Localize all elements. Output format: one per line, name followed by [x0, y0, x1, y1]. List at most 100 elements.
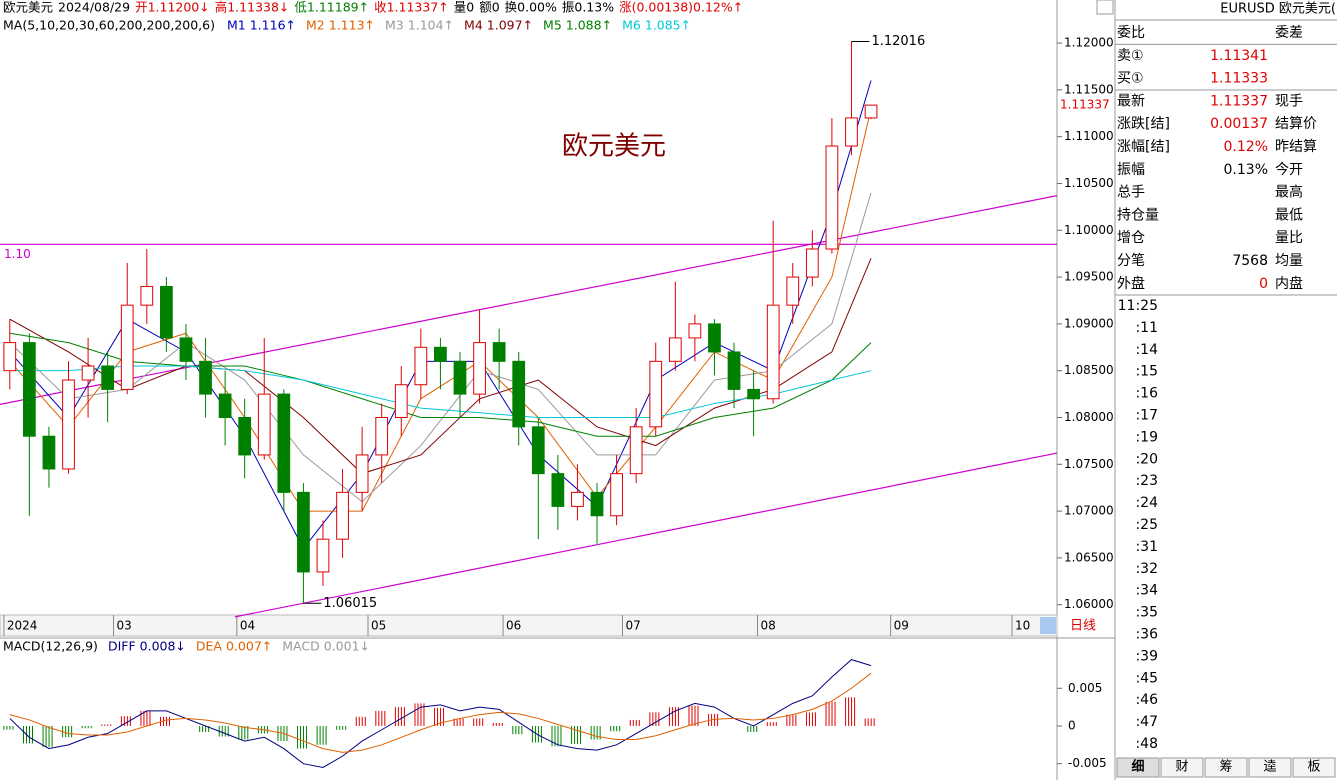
- x-tick-label: 03: [117, 619, 132, 633]
- candle-body: [238, 416, 252, 456]
- y-tick-label: 1.12000: [1064, 36, 1114, 50]
- y-tick-label: 1.09000: [1064, 316, 1114, 330]
- x-tick-label: 10: [1015, 619, 1030, 633]
- info-item: 欧元美元: [3, 0, 53, 15]
- x-tick-label: 05: [371, 619, 386, 633]
- tick-time: :34: [1135, 583, 1158, 599]
- ma-line: [9, 80, 872, 550]
- tick-time: :31: [1135, 539, 1158, 555]
- quote-label: 涨幅[结]: [1117, 139, 1170, 155]
- quote-label: 涨跌[结]: [1117, 116, 1170, 132]
- info-item: 低1.11189↑: [294, 0, 369, 15]
- quote-label: 今开: [1275, 162, 1303, 178]
- tick-time: :19: [1135, 429, 1158, 445]
- candle-body: [453, 360, 467, 395]
- x-tick-label: 2024: [7, 619, 38, 633]
- tick-time: :23: [1135, 473, 1158, 489]
- quote-value: 1.11337: [1210, 93, 1268, 109]
- candle-body: [747, 388, 760, 400]
- candle-body: [218, 393, 232, 418]
- quote-label: 振幅: [1117, 162, 1145, 178]
- quote-label: 买①: [1117, 71, 1144, 87]
- legend-value: 1.104↑: [408, 18, 454, 33]
- candle-body: [766, 304, 780, 400]
- x-tick-label: 08: [761, 619, 776, 633]
- tab-label[interactable]: 细: [1131, 759, 1144, 775]
- y-tick-label: -0.005: [1068, 756, 1107, 770]
- y-tick-label: 1.06000: [1064, 597, 1114, 611]
- candle-body: [531, 426, 545, 475]
- legend-value: 0.008↓: [140, 639, 186, 654]
- macd-line: [9, 672, 872, 753]
- candle-body: [610, 473, 623, 517]
- candle-body: [708, 323, 721, 353]
- tab-label[interactable]: 筹: [1219, 759, 1232, 775]
- legend-name: MACD: [282, 639, 319, 654]
- x-tick-label: 09: [894, 619, 909, 633]
- ma-line: [9, 332, 872, 437]
- legend-name: M1: [227, 18, 246, 33]
- period-button-label[interactable]: 日线: [1070, 619, 1096, 634]
- tick-time: :46: [1135, 692, 1158, 708]
- candle-body: [3, 342, 17, 372]
- quote-label: 昨结算: [1275, 139, 1317, 155]
- candle-body: [160, 285, 173, 339]
- candle-body: [668, 337, 682, 362]
- legend-name: M4: [464, 18, 483, 33]
- tick-time: :48: [1135, 736, 1158, 752]
- quote-label: 分笔: [1117, 253, 1145, 269]
- quote-label: 结算价: [1275, 116, 1317, 132]
- quote-value: 1.11333: [1210, 71, 1268, 87]
- y-tick-label: 0.005: [1068, 681, 1102, 695]
- legend-value: 1.113↑: [329, 18, 375, 33]
- candle-body: [277, 393, 291, 493]
- candle-body: [42, 435, 56, 470]
- macd-title: MACD(12,26,9): [3, 639, 98, 654]
- candle-body: [786, 276, 800, 306]
- tab-label[interactable]: 板: [1307, 760, 1320, 775]
- tab-label[interactable]: 财: [1175, 760, 1188, 775]
- ma-line: [9, 108, 872, 512]
- quote-value: 0.12%: [1224, 139, 1268, 155]
- candle-body: [257, 393, 271, 456]
- tick-time: :20: [1135, 451, 1158, 467]
- candle-body: [864, 104, 878, 119]
- ma-title: MA(5,10,20,30,60,200,200,200,6): [3, 18, 215, 33]
- tab[interactable]: [1292, 757, 1336, 778]
- y-tick-label: 1.09500: [1064, 270, 1114, 284]
- tick-time: :24: [1135, 495, 1158, 511]
- legend-name: M3: [385, 18, 404, 33]
- quote-label: 均量: [1275, 253, 1303, 269]
- tab[interactable]: [1116, 757, 1160, 778]
- legend-value: 1.116↑: [250, 18, 296, 33]
- tab[interactable]: [1160, 757, 1204, 778]
- y-tick-label: 1.07000: [1064, 504, 1114, 518]
- quote-label: 总手: [1117, 185, 1145, 201]
- legend-value: 1.085↑: [645, 18, 691, 33]
- tick-time: :17: [1135, 408, 1158, 424]
- tick-time: :11: [1135, 320, 1158, 336]
- y-tick-label: 1.10500: [1064, 176, 1114, 190]
- info-item: 振0.13%: [562, 0, 614, 15]
- quote-label: 外盘: [1117, 275, 1145, 292]
- candle-body: [199, 360, 212, 395]
- tab[interactable]: [1248, 757, 1292, 778]
- legend-value: 1.097↑: [487, 18, 533, 33]
- tab[interactable]: [1204, 757, 1248, 778]
- tab-label[interactable]: 逵: [1263, 760, 1276, 775]
- candle-body: [512, 360, 526, 428]
- candle-body: [62, 379, 75, 470]
- candle-body: [688, 323, 702, 339]
- candle-body: [805, 248, 819, 278]
- quote-value: 0: [1259, 276, 1268, 292]
- tick-time: :25: [1135, 517, 1158, 533]
- info-item: 2024/08/29: [58, 0, 130, 15]
- last-price-box: [1058, 97, 1114, 114]
- tick-time: :15: [1135, 364, 1158, 380]
- legend-name: DIFF: [108, 639, 136, 654]
- trend-line: [234, 452, 1058, 618]
- candle-body: [551, 473, 565, 507]
- quote-label: 现手: [1275, 93, 1303, 109]
- y-tick-label: 1.08000: [1064, 410, 1114, 424]
